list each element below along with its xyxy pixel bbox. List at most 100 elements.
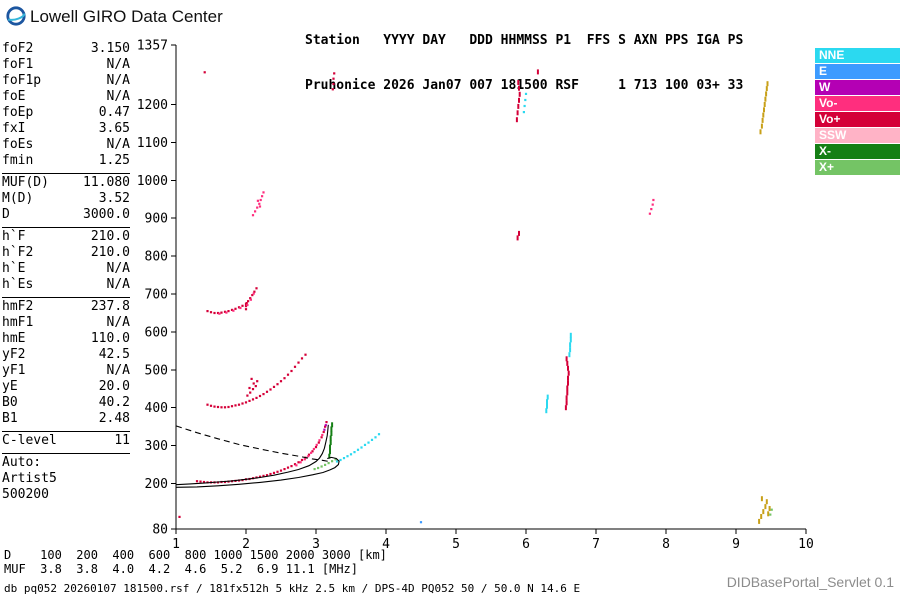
series-cluster-5.9-red [515, 69, 539, 241]
param-label: foE [2, 89, 26, 104]
y-tick-label: 300 [145, 439, 168, 454]
station-header: Station YYYY DAY DDD HHMMSS P1 FFS S AXN… [305, 3, 743, 123]
param-row-d: D 3000.0 [2, 207, 130, 223]
param-value: N/A [106, 277, 130, 292]
param-value: 210.0 [90, 245, 130, 260]
series-nne-trail [335, 433, 381, 463]
series-x-dash-3.2 [328, 422, 334, 459]
param-value: N/A [106, 261, 130, 276]
curve-true-height-profile [175, 456, 340, 488]
y-tick-label: 80 [152, 523, 168, 538]
param-group-3: h`F 210.0 h`F2 210.0 h`E N/A h`Es N/A [2, 228, 130, 298]
series-cluster-6.6-red [564, 356, 570, 411]
x-tick-label: 8 [662, 537, 670, 552]
series-third-hop [206, 287, 258, 315]
param-row-fof1: foF1 N/A [2, 57, 130, 73]
x-tick-label: 9 [732, 537, 740, 552]
param-label: yF2 [2, 347, 26, 362]
series-fourth-hop [251, 191, 265, 217]
legend-item-e: E [815, 64, 900, 79]
x-tick-label: 4 [382, 537, 390, 552]
series-dots-9.4-gold [758, 81, 771, 524]
ionogram-plot: 1357120011001000900800700600500400300200… [137, 39, 814, 553]
param-value: 11.080 [83, 175, 130, 190]
series-cluster-6.6-cyan [568, 332, 572, 358]
param-row-fmin: fmin 1.25 [2, 153, 130, 169]
legend-item-w: W [815, 80, 900, 95]
param-value: 3.52 [98, 191, 130, 206]
param-value: N/A [106, 137, 130, 152]
muf-row: MUF 3.8 3.8 4.0 4.2 4.6 5.2 6.9 11.1 [MH… [4, 562, 359, 576]
param-label: D [2, 207, 10, 222]
series-w-dots [323, 424, 327, 431]
param-label: foF2 [2, 41, 34, 56]
param-value: N/A [106, 73, 130, 88]
param-value: N/A [106, 363, 130, 378]
param-label: foEs [2, 137, 34, 152]
param-row-fof1p: foF1p N/A [2, 73, 130, 89]
param-row-clevel: C-level 11 [2, 433, 130, 449]
y-tick-label: 1200 [137, 98, 168, 113]
param-label: M(D) [2, 191, 34, 206]
y-tick-label: 800 [145, 250, 168, 265]
param-label: yF1 [2, 363, 26, 378]
series-dots-9.5-green [769, 508, 773, 516]
y-tick-label: 1000 [137, 174, 168, 189]
param-value: 2.48 [98, 411, 130, 426]
param-label: h`Es [2, 277, 34, 292]
y-tick-label: 1357 [137, 39, 168, 54]
param-value: 40.2 [98, 395, 130, 410]
param-row-ye: yE 20.0 [2, 379, 130, 395]
series-x-plus-trail [313, 458, 337, 471]
measurement-footer: db pq052 20260107 181500.rsf / 181fx512h… [4, 582, 581, 595]
x-tick-label: 10 [798, 537, 814, 552]
param-label: hmE [2, 331, 26, 346]
auto-line: 500200 [2, 487, 49, 502]
auto-line: Auto: [2, 455, 42, 470]
lowell-giro-logo-icon [6, 6, 26, 26]
curve-restored-trace [175, 424, 329, 486]
series-dot-4.5-blue [419, 521, 423, 524]
param-value: 210.0 [90, 229, 130, 244]
x-tick-label: 3 [312, 537, 320, 552]
distance-row: D 100 200 400 600 800 1000 1500 2000 300… [4, 548, 387, 562]
param-label: C-level [2, 433, 57, 448]
legend-item-ssw: SSW [815, 128, 900, 143]
series-cluster-6.3-cyan [545, 394, 549, 414]
param-row-foes: foEs N/A [2, 137, 130, 153]
y-tick-label: 1100 [137, 136, 168, 151]
series-dots-7.8 [648, 198, 655, 215]
param-group-5: C-level 11 [2, 432, 130, 454]
param-row-fxi: fxI 3.65 [2, 121, 130, 137]
param-label: fmin [2, 153, 34, 168]
param-value: 3000.0 [83, 207, 130, 222]
param-group-1: foF2 3.150 foF1 N/A foF1p N/A foE N/A foEp 0.47 fx… [2, 40, 130, 174]
x-tick-label: 1 [172, 537, 180, 552]
param-row-b0: B0 40.2 [2, 395, 130, 411]
param-row-yf1: yF1 N/A [2, 363, 130, 379]
param-label: B1 [2, 411, 18, 426]
param-row-mufd: MUF(D) 11.080 [2, 175, 130, 191]
param-row-hmf2: hmF2 237.8 [2, 299, 130, 315]
y-tick-label: 600 [145, 325, 168, 340]
legend-item-x-: X- [815, 144, 900, 159]
param-label: h`F [2, 229, 26, 244]
param-label: hmF2 [2, 299, 34, 314]
legend-item-x+: X+ [815, 160, 900, 175]
param-label: foF1p [2, 73, 42, 88]
curve-transmission-curve [175, 425, 332, 463]
series-third-hop-pink [218, 292, 255, 315]
param-row-hf2: h`F2 210.0 [2, 245, 130, 261]
servlet-version-label: DIDBasePortal_Servlet 0.1 [726, 574, 894, 590]
param-value: 20.0 [98, 379, 130, 394]
station-header-values: Pruhonice 2026 Jan07 007 181500 RSF 1 71… [305, 78, 744, 93]
y-tick-label: 700 [145, 288, 168, 303]
x-tick-label: 7 [592, 537, 600, 552]
autoscaling-info: Auto: Artist5 500200 [2, 454, 130, 507]
param-label: h`E [2, 261, 26, 276]
param-group-4: hmF2 237.8 hmF1 N/A hmE 110.0 yF2 42.5 yF1 N/A yE 2… [2, 298, 130, 432]
param-group-2: MUF(D) 11.080 M(D) 3.52 D 3000.0 [2, 174, 130, 228]
param-value: 42.5 [98, 347, 130, 362]
brand-title: Lowell GIRO Data Center [30, 7, 223, 26]
parameter-panel: foF2 3.150 foF1 N/A foF1p N/A foE N/A foEp 0.47 fx… [2, 40, 130, 507]
